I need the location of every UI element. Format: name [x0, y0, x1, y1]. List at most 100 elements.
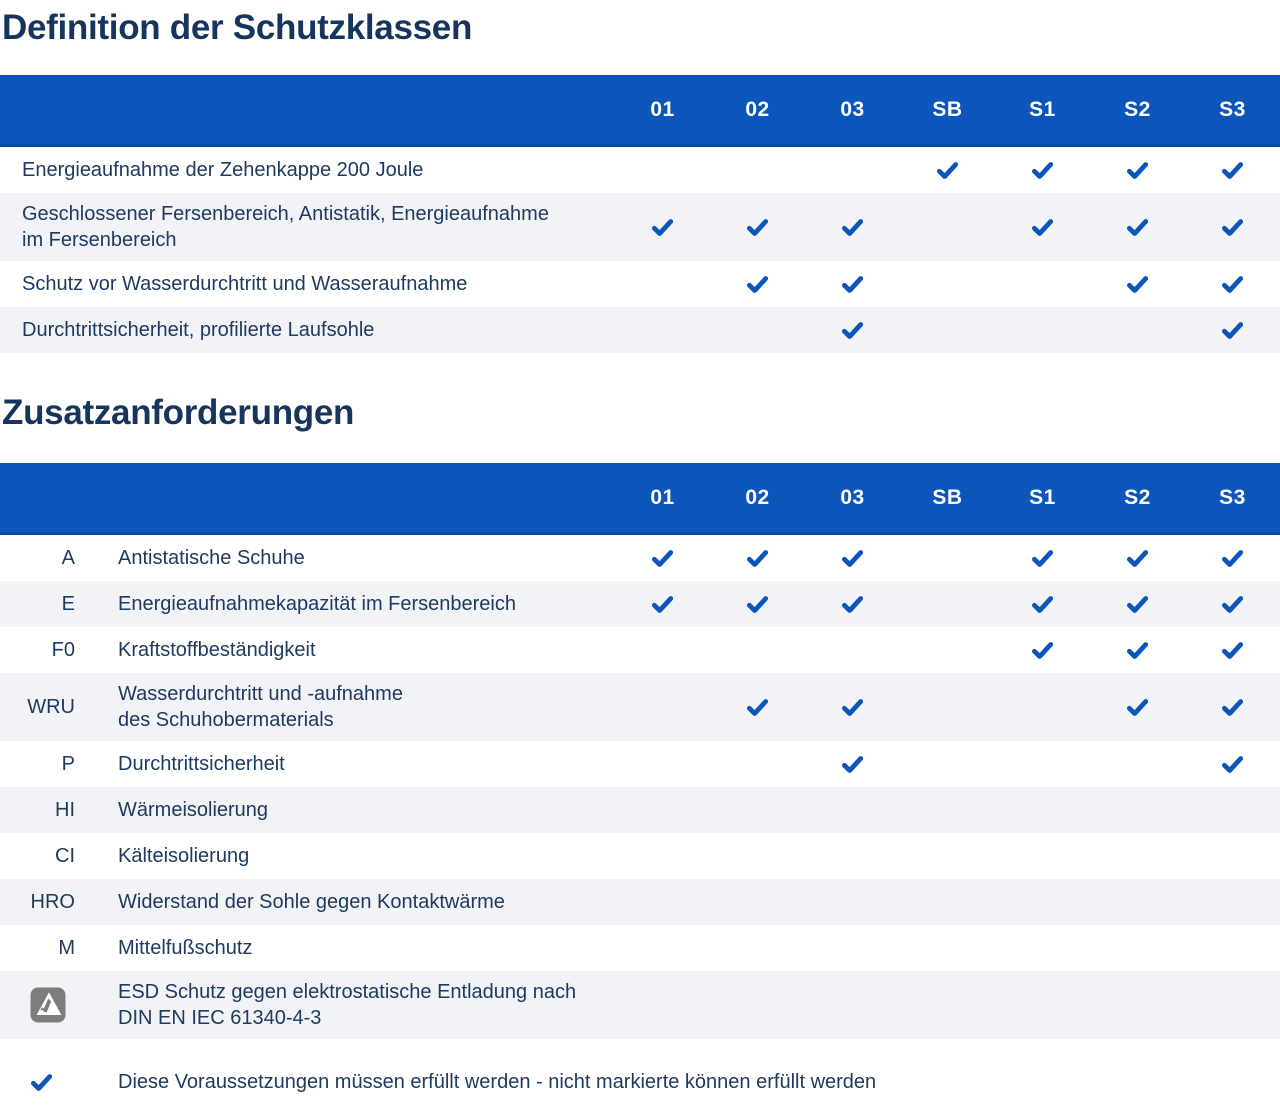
- row-code: F0: [51, 638, 75, 661]
- check-cell-s3: [1185, 755, 1280, 773]
- table-body: Energieaufnahme der Zehenkappe 200 Joule…: [0, 147, 1280, 353]
- definition-table: 01 02 03 SB S1 S2 S3 Energieaufnahme der Zehenk…: [0, 75, 1280, 353]
- check-icon: [1032, 549, 1053, 567]
- row-icon-cell: [0, 987, 95, 1023]
- check-cell-s3: [1185, 641, 1280, 659]
- table-row: E Energieaufnahmekapazität im Fersenberei…: [0, 581, 1280, 627]
- check-icon: [1127, 549, 1148, 567]
- legend: Diese Voraussetzungen müssen erfüllt wer…: [0, 1069, 1280, 1095]
- table-row: F0 Kraftstoffbeständigkeit: [0, 627, 1280, 673]
- check-cell-s1: [995, 218, 1090, 236]
- check-icon: [1222, 161, 1243, 179]
- table-row: Durchtrittsicherheit, profilierte Laufso…: [0, 307, 1280, 353]
- esd-icon: [30, 987, 65, 1023]
- check-icon: [747, 275, 768, 293]
- row-label: Kälteisolierung: [118, 845, 250, 867]
- legend-text: Diese Voraussetzungen müssen erfüllt wer…: [118, 1071, 877, 1093]
- row-label: Wärmeisolierung: [118, 799, 269, 821]
- row-label: Durchtrittsicherheit, profilierte Laufso…: [22, 319, 375, 341]
- check-cell-03: [805, 275, 900, 293]
- row-label: Widerstand der Sohle gegen Kontaktwärme: [118, 891, 505, 913]
- column-header-03: 03: [840, 485, 865, 509]
- check-icon: [842, 275, 863, 293]
- check-cell-s2: [1090, 218, 1185, 236]
- check-cell-s1: [995, 161, 1090, 179]
- table-row: M Mittelfußschutz: [0, 925, 1280, 971]
- column-header-sb: SB: [932, 485, 963, 509]
- check-cell-03: [805, 321, 900, 339]
- check-cell-s3: [1185, 549, 1280, 567]
- check-icon: [1127, 641, 1148, 659]
- check-icon: [1032, 161, 1053, 179]
- check-cell-s3: [1185, 275, 1280, 293]
- check-cell-s2: [1090, 641, 1185, 659]
- check-icon: [1222, 698, 1243, 716]
- check-cell-02: [710, 698, 805, 716]
- check-cell-s1: [995, 549, 1090, 567]
- row-code: M: [58, 936, 75, 959]
- check-cell-03: [805, 595, 900, 613]
- row-code: CI: [55, 844, 75, 867]
- row-label: Energieaufnahmekapazität im Fersenbereic…: [118, 593, 516, 615]
- check-cell-02: [710, 218, 805, 236]
- check-icon: [842, 218, 863, 236]
- row-code: A: [61, 546, 75, 569]
- check-icon: [747, 549, 768, 567]
- table-row: P Durchtrittsicherheit: [0, 741, 1280, 787]
- check-icon: [842, 755, 863, 773]
- check-icon: [747, 698, 768, 716]
- check-icon: [1032, 218, 1053, 236]
- column-header-01: 01: [650, 97, 675, 121]
- row-label: Schutz vor Wasserdurchtritt und Wasserau…: [22, 273, 468, 295]
- check-icon: [1222, 641, 1243, 659]
- check-cell-02: [710, 549, 805, 567]
- check-icon: [652, 218, 673, 236]
- row-label: Durchtrittsicherheit: [118, 753, 285, 775]
- row-code: HI: [55, 798, 75, 821]
- check-icon: [1222, 218, 1243, 236]
- check-icon: [842, 321, 863, 339]
- check-cell-s2: [1090, 698, 1185, 716]
- table-header: 01 02 03 SB S1 S2 S3: [0, 463, 1280, 535]
- check-cell-02: [710, 595, 805, 613]
- check-cell-s2: [1090, 549, 1185, 567]
- check-icon: [747, 595, 768, 613]
- check-icon: [1127, 275, 1148, 293]
- check-cell-03: [805, 549, 900, 567]
- column-header-s3: S3: [1219, 97, 1246, 121]
- table-row: ESD Schutz gegen elektrostatische Entlad…: [0, 971, 1280, 1039]
- column-header-s3: S3: [1219, 485, 1246, 509]
- check-cell-sb: [900, 161, 995, 179]
- row-code: WRU: [27, 695, 75, 718]
- table-row: A Antistatische Schuhe: [0, 535, 1280, 581]
- table-body: A Antistatische Schuhe E Energieaufnahmekap…: [0, 535, 1280, 1039]
- check-icon: [1127, 161, 1148, 179]
- check-cell-s3: [1185, 595, 1280, 613]
- table-row: CI Kälteisolierung: [0, 833, 1280, 879]
- row-code: E: [61, 592, 75, 615]
- section-title-zusatzanforderungen: Zusatzanforderungen: [2, 393, 355, 432]
- row-label: ESD Schutz gegen elektrostatische Entlad…: [118, 981, 577, 1029]
- check-cell-s3: [1185, 161, 1280, 179]
- section-title-schutzklassen: Definition der Schutzklassen: [2, 8, 473, 47]
- zusatzanforderungen-table: 01 02 03 SB S1 S2 S3 A Antistatische Schuhe E Ener…: [0, 463, 1280, 1039]
- check-icon: [842, 698, 863, 716]
- check-cell-01: [615, 218, 710, 236]
- check-icon: [1127, 698, 1148, 716]
- check-icon: [1222, 595, 1243, 613]
- table-row: Schutz vor Wasserdurchtritt und Wasserau…: [0, 261, 1280, 307]
- check-cell-s3: [1185, 321, 1280, 339]
- row-label: Mittelfußschutz: [118, 937, 253, 959]
- column-header-s2: S2: [1124, 485, 1151, 509]
- check-cell-02: [710, 275, 805, 293]
- table-header: 01 02 03 SB S1 S2 S3: [0, 75, 1280, 147]
- section-zusatzanforderungen: Zusatzanforderungen 01 02 03 SB S1 S2 S3 A Antis…: [0, 385, 1280, 1039]
- check-cell-s2: [1090, 161, 1185, 179]
- check-cell-01: [615, 549, 710, 567]
- check-cell-s2: [1090, 595, 1185, 613]
- column-header-s1: S1: [1029, 97, 1056, 121]
- check-icon: [937, 161, 958, 179]
- check-cell-03: [805, 698, 900, 716]
- section-schutzklassen: Definition der Schutzklassen 01 02 03 SB S1 S…: [0, 0, 1280, 353]
